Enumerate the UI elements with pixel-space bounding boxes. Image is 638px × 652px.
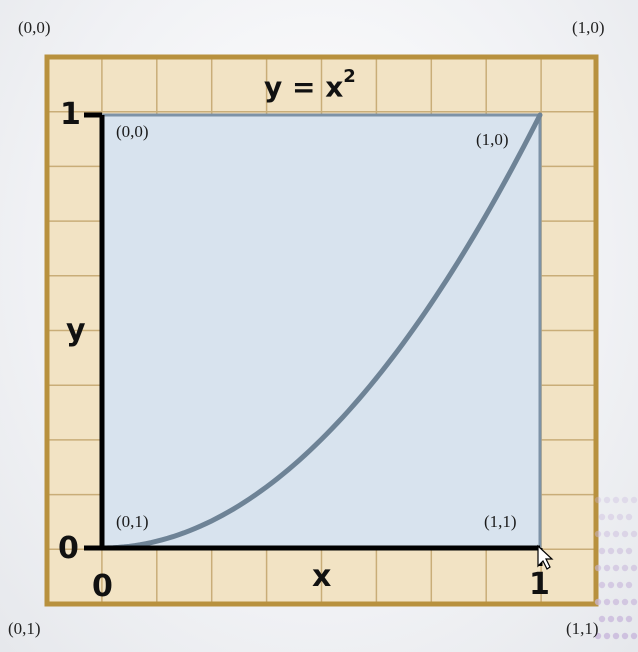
decorative-dot bbox=[607, 581, 615, 589]
decorative-dot bbox=[616, 547, 624, 555]
decorative-dot bbox=[616, 513, 624, 521]
decorative-dot bbox=[625, 513, 633, 521]
decorative-dot bbox=[598, 615, 606, 623]
mouse-cursor-icon bbox=[537, 544, 554, 570]
x-tick-label-1: 1 bbox=[529, 567, 550, 602]
decorative-dot bbox=[625, 547, 633, 555]
decorative-dot bbox=[594, 632, 602, 640]
decorative-dot bbox=[625, 581, 633, 589]
outer-label-top-left: (0,0) bbox=[18, 18, 51, 37]
decorative-dot bbox=[621, 632, 629, 640]
inner-label-top-left: (0,0) bbox=[116, 122, 149, 141]
decorative-dot bbox=[621, 530, 629, 538]
decorative-dot bbox=[621, 496, 629, 504]
decorative-dot bbox=[594, 564, 602, 572]
decorative-dot bbox=[630, 564, 638, 572]
inner-label-top-right: (1,0) bbox=[476, 130, 509, 149]
decorative-dot bbox=[612, 564, 620, 572]
y-tick-label-0: 0 bbox=[58, 531, 79, 566]
title-exponent: 2 bbox=[343, 66, 356, 87]
decorative-dot bbox=[598, 513, 606, 521]
decorative-dot bbox=[612, 632, 620, 640]
decorative-dot bbox=[594, 530, 602, 538]
decorative-dot bbox=[630, 598, 638, 606]
x-axis-label: x bbox=[312, 559, 332, 594]
decorative-dot bbox=[603, 564, 611, 572]
decorative-dots bbox=[594, 496, 638, 640]
title-base: y = x bbox=[264, 70, 344, 104]
outer-label-bottom-left: (0,1) bbox=[8, 619, 41, 638]
decorative-dot bbox=[603, 598, 611, 606]
decorative-dot bbox=[630, 496, 638, 504]
decorative-dot bbox=[630, 632, 638, 640]
outer-label-top-right: (1,0) bbox=[572, 18, 605, 37]
decorative-dot bbox=[621, 564, 629, 572]
y-tick-label-1: 1 bbox=[60, 97, 81, 132]
decorative-dot bbox=[621, 598, 629, 606]
decorative-dot bbox=[612, 598, 620, 606]
plot-area bbox=[100, 113, 542, 550]
decorative-dot bbox=[607, 547, 615, 555]
inner-label-bottom-left: (0,1) bbox=[116, 512, 149, 531]
decorative-dot bbox=[603, 632, 611, 640]
chart-title: y = x2 bbox=[264, 68, 356, 104]
decorative-dot bbox=[616, 615, 624, 623]
decorative-dot bbox=[603, 496, 611, 504]
decorative-dot bbox=[598, 581, 606, 589]
decorative-dot bbox=[594, 598, 602, 606]
y-axis-label: y bbox=[66, 313, 86, 348]
decorative-dot bbox=[607, 615, 615, 623]
decorative-dot bbox=[612, 496, 620, 504]
x-tick-label-0: 0 bbox=[92, 569, 113, 604]
outer-label-bottom-right: (1,1) bbox=[566, 619, 599, 638]
decorative-dot bbox=[612, 530, 620, 538]
decorative-dot bbox=[598, 547, 606, 555]
decorative-dot bbox=[603, 530, 611, 538]
inner-label-bottom-right: (1,1) bbox=[484, 512, 517, 531]
decorative-dot bbox=[616, 581, 624, 589]
decorative-dot bbox=[625, 615, 633, 623]
decorative-dot bbox=[607, 513, 615, 521]
decorative-dot bbox=[630, 530, 638, 538]
decorative-dot bbox=[594, 496, 602, 504]
outer-frame bbox=[44, 54, 599, 607]
curve-y-equals-x-squared bbox=[99, 112, 543, 551]
